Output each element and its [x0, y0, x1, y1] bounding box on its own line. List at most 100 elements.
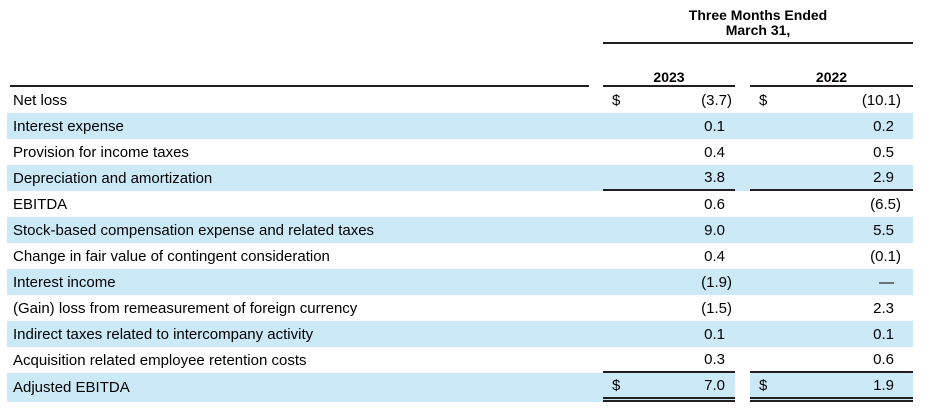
- cell-2022: 0.5: [750, 139, 913, 165]
- cell-2023: 9.0: [603, 217, 735, 243]
- row-label: Change in fair value of contingent consi…: [13, 247, 330, 265]
- cell-2022: 2.9: [750, 165, 913, 191]
- table-row: Indirect taxes related to intercompany a…: [7, 321, 913, 347]
- row-label: Provision for income taxes: [13, 143, 189, 161]
- table-row: Interest expense 0.1 0.2: [7, 113, 913, 139]
- cell-2022: 0.6: [750, 347, 913, 373]
- table-header-years-row: 2023 2022: [7, 65, 936, 87]
- table-row: Adjusted EBITDA $ 7.0 $ 1.9: [7, 373, 913, 402]
- table-row: EBITDA 0.6 (6.5): [7, 191, 913, 217]
- value-2022: (6.5): [870, 195, 901, 213]
- cell-2022: $ (10.1): [750, 87, 913, 113]
- row-label: Adjusted EBITDA: [7, 373, 603, 402]
- table-row: Provision for income taxes 0.4 0.5: [7, 139, 913, 165]
- year-column-header-2022: 2022: [750, 65, 913, 87]
- value-2022: 0.6: [873, 350, 894, 368]
- value-2023: 0.1: [704, 117, 725, 135]
- column-gap: [735, 165, 750, 191]
- cell-2023: $ (3.7): [603, 87, 735, 113]
- year-column-header-2023: 2023: [603, 65, 735, 87]
- period-header-line2: March 31,: [725, 22, 791, 38]
- value-2023: 0.3: [704, 350, 725, 368]
- row-label: Stock-based compensation expense and rel…: [13, 221, 375, 239]
- value-2022: 5.5: [873, 221, 894, 239]
- value-2023: 3.8: [704, 168, 725, 186]
- column-gap: [735, 191, 750, 217]
- value-2023: (1.9): [701, 273, 732, 291]
- currency-symbol-2022: $: [759, 376, 768, 394]
- cell-2023: 0.4: [603, 243, 735, 269]
- value-2022: 2.9: [873, 168, 894, 186]
- currency-symbol-2023: $: [612, 91, 621, 109]
- value-2022: (0.1): [870, 247, 901, 265]
- value-2022: —: [879, 273, 894, 291]
- column-gap: [735, 65, 750, 87]
- value-2022: 2.3: [873, 299, 894, 317]
- value-2022: 0.2: [873, 117, 894, 135]
- cell-2022: 5.5: [750, 217, 913, 243]
- cell-2023: (1.9): [603, 269, 735, 295]
- cell-2022: —: [750, 269, 913, 295]
- period-header: Three Months Ended March 31,: [603, 0, 913, 44]
- header-gap: [0, 44, 936, 65]
- table-row: Change in fair value of contingent consi…: [7, 243, 913, 269]
- currency-symbol-2023: $: [612, 376, 621, 394]
- table-row: (Gain) loss from remeasurement of foreig…: [7, 295, 913, 321]
- cell-2023: 0.1: [603, 321, 735, 347]
- value-2022: 0.1: [873, 325, 894, 343]
- value-2023: 9.0: [704, 221, 725, 239]
- cell-2023: 0.3: [603, 347, 735, 373]
- table-body: Net loss $ (3.7) $ (10.1) Interest expen…: [0, 87, 936, 402]
- column-gap: [735, 347, 750, 373]
- label-column-header: [7, 65, 603, 87]
- row-label: Interest income: [13, 273, 116, 291]
- cell-2022: 2.3: [750, 295, 913, 321]
- label-column-rule: [10, 85, 589, 87]
- table-row: Net loss $ (3.7) $ (10.1): [7, 87, 913, 113]
- table-row: Stock-based compensation expense and rel…: [7, 217, 913, 243]
- column-gap: [735, 295, 750, 321]
- value-2023: 7.0: [704, 376, 725, 394]
- cell-2022: 0.2: [750, 113, 913, 139]
- value-2022: 1.9: [873, 376, 894, 394]
- column-gap: [735, 87, 750, 113]
- table-row: Depreciation and amortization 3.8 2.9: [7, 165, 913, 191]
- cell-2023: 0.4: [603, 139, 735, 165]
- cell-2023: $ 7.0: [603, 373, 735, 402]
- table-header-period-row: Three Months Ended March 31,: [7, 0, 936, 44]
- currency-symbol-2022: $: [759, 91, 768, 109]
- value-2023: 0.4: [704, 247, 725, 265]
- row-label: Depreciation and amortization: [13, 169, 213, 187]
- value-2023: (1.5): [701, 299, 732, 317]
- table-row: Acquisition related employee retention c…: [7, 347, 913, 373]
- cell-2022: (6.5): [750, 191, 913, 217]
- column-gap: [735, 373, 750, 402]
- row-label: Interest expense: [13, 117, 124, 135]
- cell-2022: 0.1: [750, 321, 913, 347]
- cell-2022: (0.1): [750, 243, 913, 269]
- value-2022: 0.5: [873, 143, 894, 161]
- row-label: Net loss: [13, 91, 68, 109]
- column-gap: [735, 139, 750, 165]
- header-spacer: [7, 0, 603, 44]
- row-label: (Gain) loss from remeasurement of foreig…: [13, 299, 358, 317]
- column-gap: [735, 243, 750, 269]
- cell-2023: 3.8: [603, 165, 735, 191]
- row-label: EBITDA: [13, 195, 68, 213]
- column-gap: [735, 269, 750, 295]
- value-2023: (3.7): [701, 91, 732, 109]
- row-label: Acquisition related employee retention c…: [13, 351, 307, 369]
- cell-2023: 0.6: [603, 191, 735, 217]
- column-gap: [735, 321, 750, 347]
- value-2023: 0.4: [704, 143, 725, 161]
- period-header-line1: Three Months Ended: [688, 7, 828, 23]
- cell-2023: (1.5): [603, 295, 735, 321]
- value-2022: (10.1): [861, 91, 901, 109]
- column-gap: [735, 217, 750, 243]
- value-2023: 0.1: [704, 325, 725, 343]
- value-2023: 0.6: [704, 195, 725, 213]
- cell-2023: 0.1: [603, 113, 735, 139]
- cell-2022: $ 1.9: [750, 373, 913, 402]
- table-row: Interest income (1.9) —: [7, 269, 913, 295]
